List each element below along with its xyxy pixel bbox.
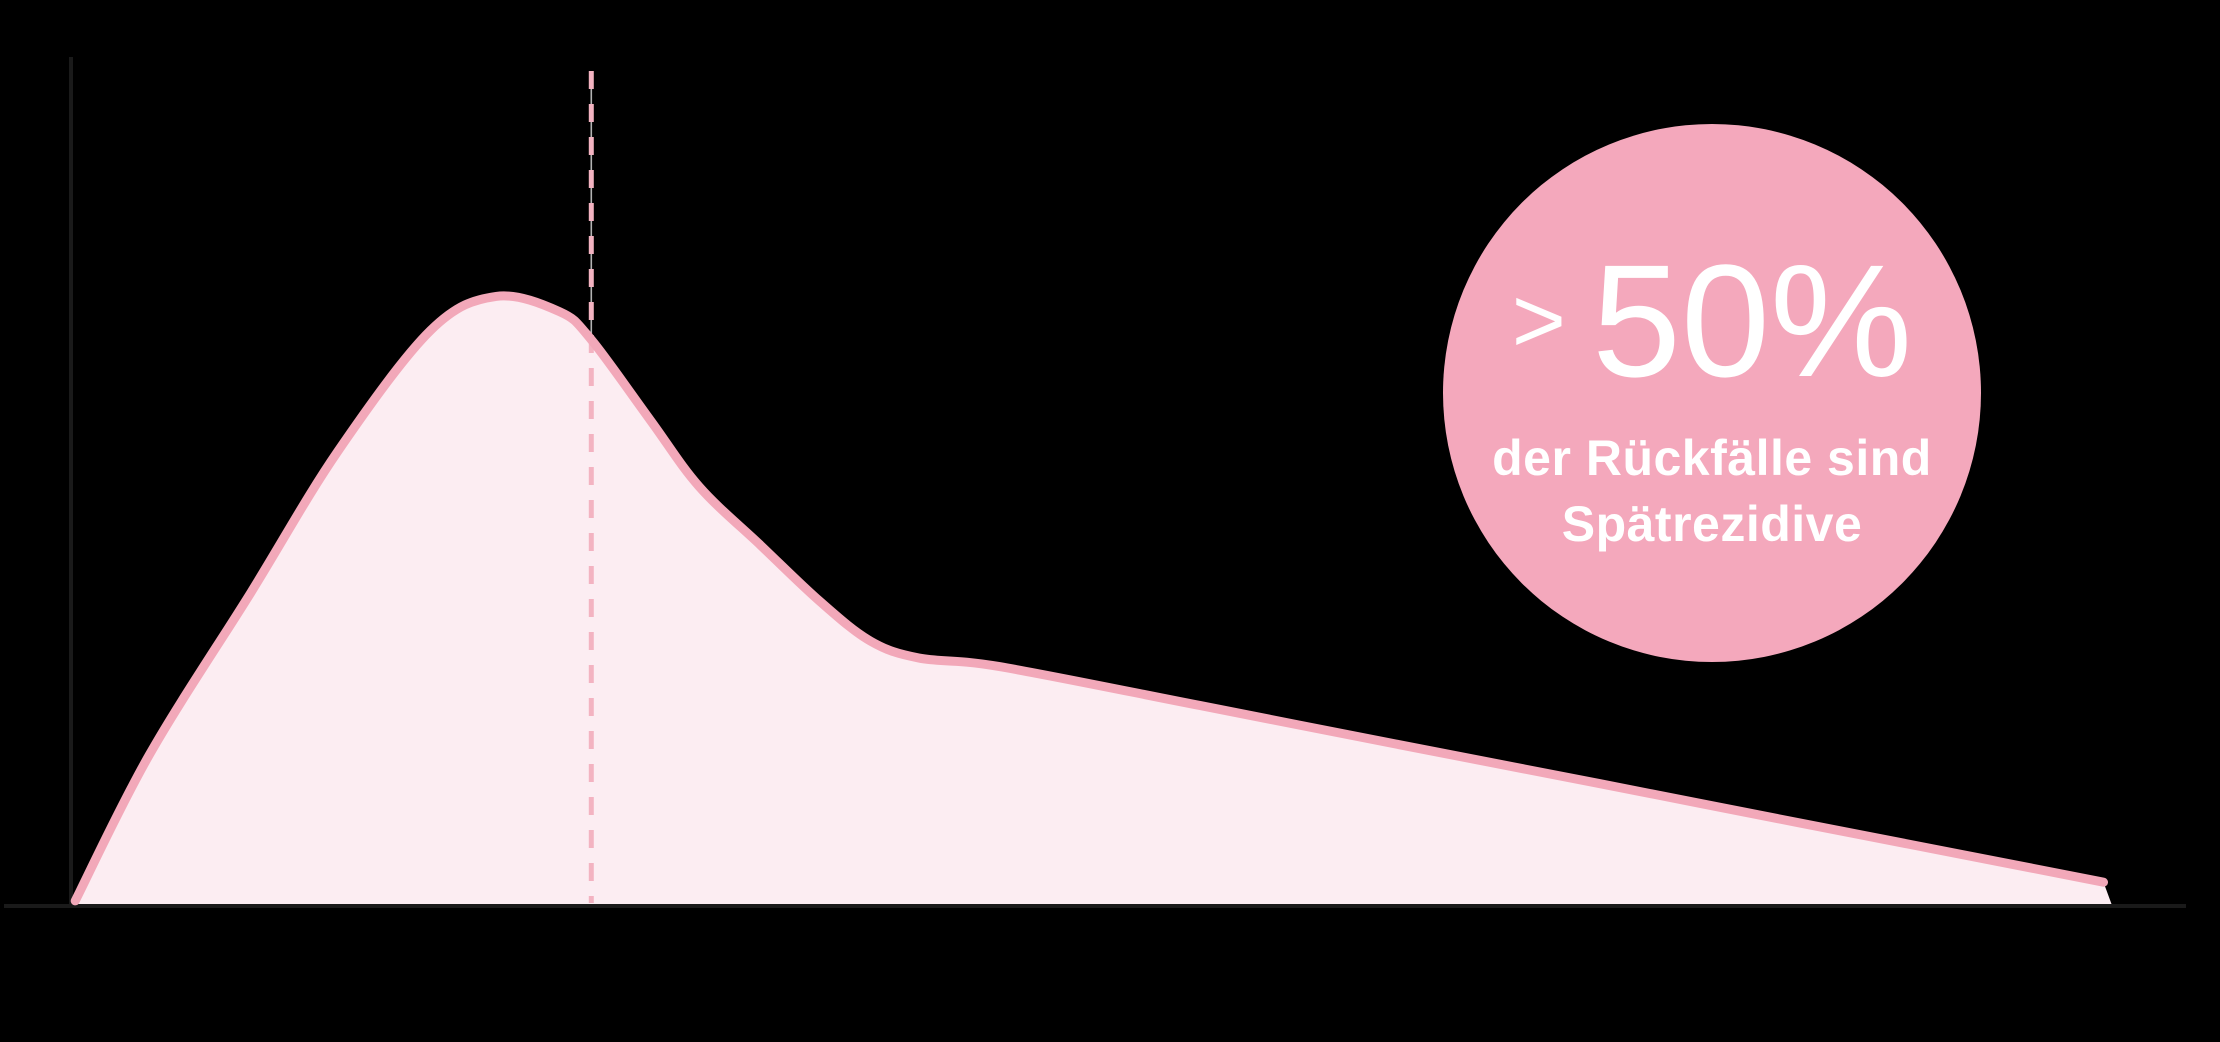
badge-caption-line1: der Rückfälle sind (1492, 430, 1932, 486)
badge-headline: >50% (1511, 241, 1912, 401)
badge-percent-value: 50% (1591, 231, 1913, 410)
curve-line (70, 291, 2108, 906)
stat-badge: >50% der Rückfälle sind Spätrezidive (1443, 124, 1981, 662)
greater-than-symbol: > (1511, 268, 1566, 372)
badge-caption-line2: Spätrezidive (1561, 496, 1863, 552)
curve-area-fill (75, 295, 2112, 904)
